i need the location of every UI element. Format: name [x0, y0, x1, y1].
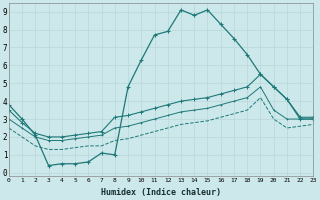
X-axis label: Humidex (Indice chaleur): Humidex (Indice chaleur) [101, 188, 221, 197]
